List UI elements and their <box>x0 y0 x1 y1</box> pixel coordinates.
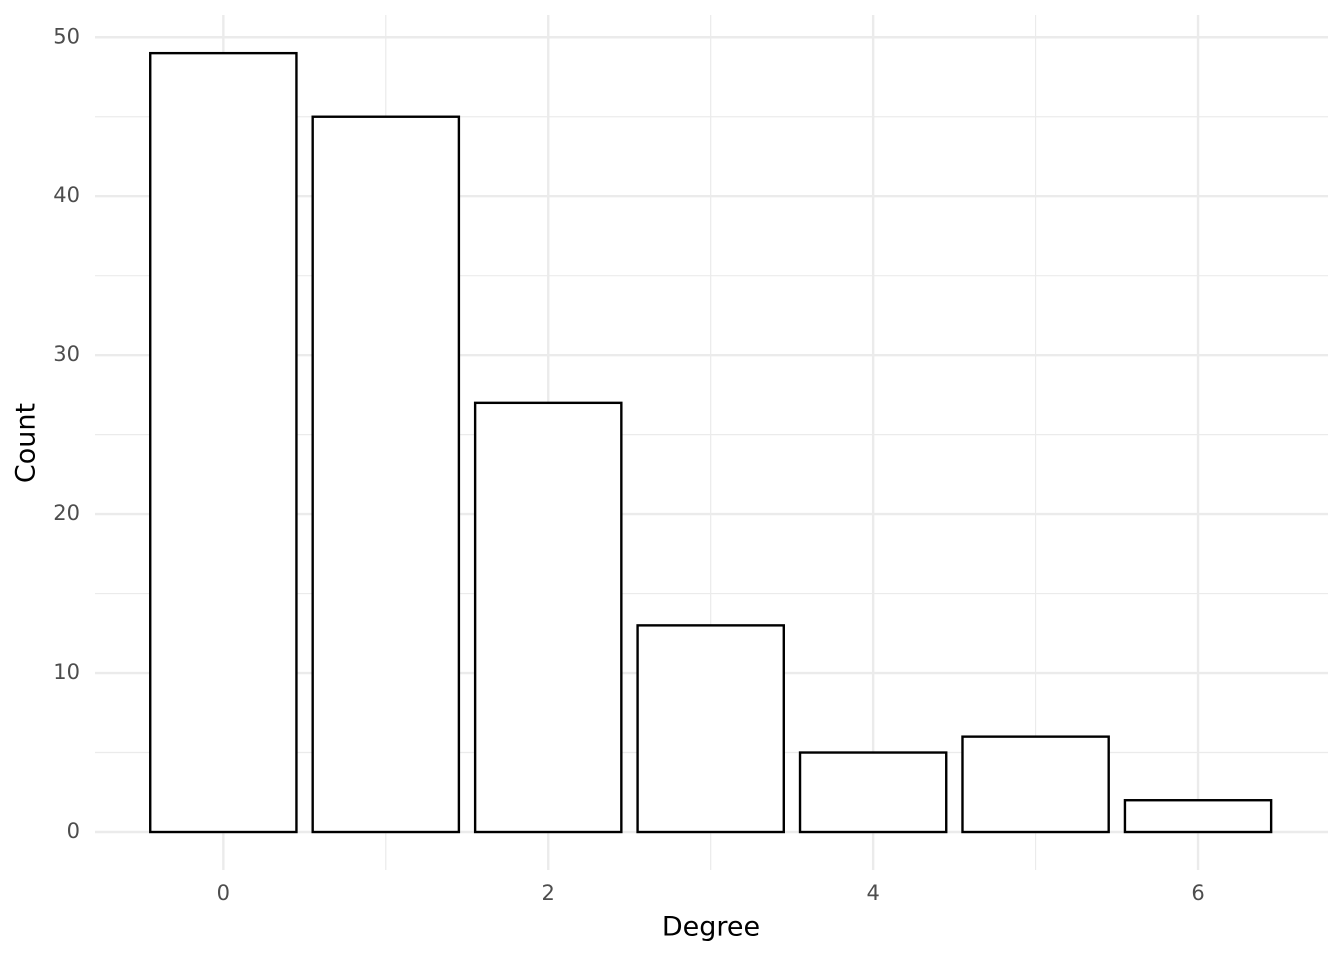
y-tick-label: 10 <box>53 660 80 684</box>
y-tick-label: 0 <box>67 819 80 843</box>
bar <box>636 624 785 834</box>
y-tick-label: 30 <box>53 342 80 366</box>
x-tick-label: 2 <box>542 881 555 905</box>
y-tick-label: 20 <box>53 501 80 525</box>
bar <box>798 751 948 834</box>
x-tick-label: 4 <box>866 881 879 905</box>
bar <box>1123 799 1273 834</box>
y-tick-label: 40 <box>53 183 80 207</box>
y-tick-label: 50 <box>53 24 80 48</box>
bar <box>961 735 1110 834</box>
bar <box>149 51 298 834</box>
x-tick-label: 0 <box>217 881 230 905</box>
bar <box>473 401 623 834</box>
y-axis-title: Count <box>11 403 42 483</box>
x-tick-label: 6 <box>1191 881 1204 905</box>
x-axis-title: Degree <box>662 912 760 943</box>
bar <box>311 115 461 834</box>
